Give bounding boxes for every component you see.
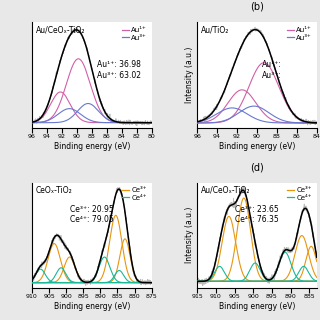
X-axis label: Binding energy (eV): Binding energy (eV) — [54, 302, 130, 311]
Text: Au/CeOₓ-TiO₂: Au/CeOₓ-TiO₂ — [201, 186, 250, 195]
Y-axis label: Intensity (a.u.): Intensity (a.u.) — [185, 207, 194, 263]
Text: (d): (d) — [250, 162, 264, 172]
Text: CeOₓ-TiO₂: CeOₓ-TiO₂ — [36, 186, 72, 195]
Text: Au/TiO₂: Au/TiO₂ — [201, 26, 229, 35]
Text: Au¹⁺:
Au³⁺:: Au¹⁺: Au³⁺: — [262, 60, 282, 80]
X-axis label: Binding energy (eV): Binding energy (eV) — [219, 142, 295, 151]
Y-axis label: Intensity (a.u.): Intensity (a.u.) — [185, 47, 194, 103]
Legend: Ce³⁺, Ce⁴⁺: Ce³⁺, Ce⁴⁺ — [286, 186, 313, 202]
Text: Ce³⁺: 23.65
Ce⁴⁺: 76.35: Ce³⁺: 23.65 Ce⁴⁺: 76.35 — [236, 204, 279, 224]
X-axis label: Binding energy (eV): Binding energy (eV) — [219, 302, 295, 311]
Text: Au/CeOₓ-TiO₂: Au/CeOₓ-TiO₂ — [36, 26, 85, 35]
X-axis label: Binding energy (eV): Binding energy (eV) — [54, 142, 130, 151]
Text: (b): (b) — [250, 2, 264, 12]
Legend: Au¹⁺, Au³⁺: Au¹⁺, Au³⁺ — [121, 26, 148, 42]
Legend: Au¹⁺, Au³⁺: Au¹⁺, Au³⁺ — [286, 26, 313, 42]
Text: Ce³⁺: 20.95
Ce⁴⁺: 79.05: Ce³⁺: 20.95 Ce⁴⁺: 79.05 — [70, 204, 114, 224]
Text: Au¹⁺: 36.98
Au³⁺: 63.02: Au¹⁺: 36.98 Au³⁺: 63.02 — [97, 60, 140, 80]
Legend: Ce³⁺, Ce⁴⁺: Ce³⁺, Ce⁴⁺ — [121, 186, 148, 202]
